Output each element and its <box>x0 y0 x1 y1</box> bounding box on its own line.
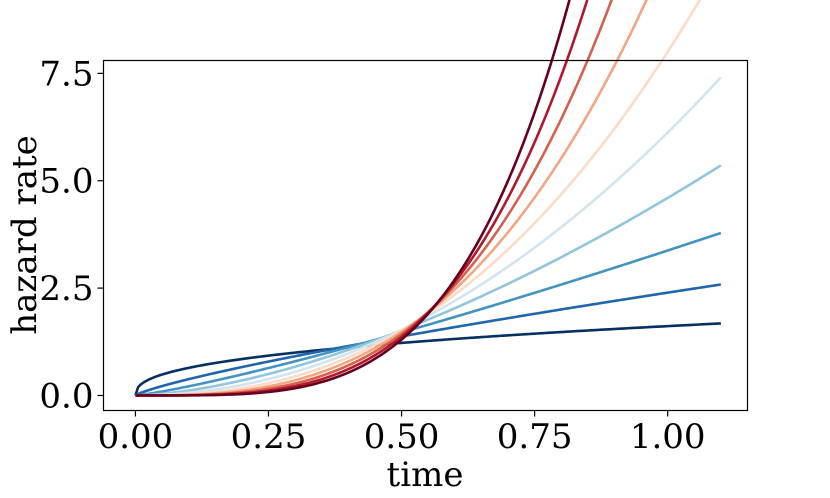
axis-ticks: 0.00 0.25 0.50 0.75 1.00 0.0 2.5 5.0 7.5 <box>39 54 705 457</box>
x-tick-label: 1.00 <box>630 417 706 457</box>
series-line-8 <box>135 0 613 397</box>
y-tick-label: 7.5 <box>39 54 93 94</box>
series-line-2 <box>134 283 722 397</box>
series-line-3 <box>135 231 722 397</box>
x-tick-label: 0.25 <box>231 417 307 457</box>
y-tick-label: 5.0 <box>39 162 93 202</box>
x-tick-label: 0.50 <box>364 417 440 457</box>
y-tick-label: 0.0 <box>39 376 93 416</box>
y-tick-label: 2.5 <box>39 269 93 309</box>
x-tick-label: 0.00 <box>98 417 174 457</box>
plot-area <box>134 0 722 397</box>
series-line-10 <box>135 0 571 397</box>
series-line-7 <box>135 0 648 397</box>
series-line-4 <box>135 164 722 397</box>
plot-frame <box>102 59 749 412</box>
x-tick-label: 0.75 <box>497 417 573 457</box>
series-line-9 <box>135 0 589 397</box>
series-line-5 <box>135 76 722 397</box>
y-axis-title: hazard rate <box>5 135 45 334</box>
series-line-1 <box>134 322 721 396</box>
series-line-6 <box>135 0 702 397</box>
x-axis-title: time <box>387 455 464 495</box>
